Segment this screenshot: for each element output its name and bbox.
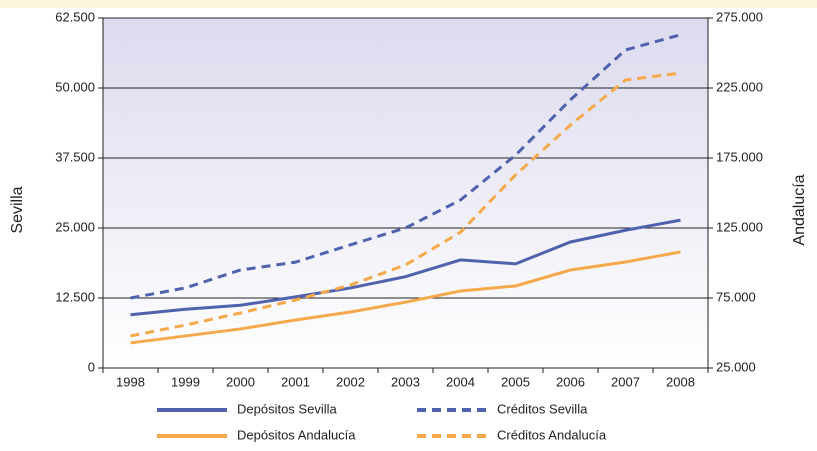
x-tick-label: 1998: [116, 374, 145, 389]
x-tick-label: 2005: [501, 374, 530, 389]
x-tick-label: 2003: [391, 374, 420, 389]
y2-tick-label: 75.000: [716, 289, 756, 304]
y2-tick-label: 125.000: [716, 219, 763, 234]
x-tick-label: 2004: [446, 374, 475, 389]
x-tick-label: 2007: [611, 374, 640, 389]
y-axis-label: Sevilla: [9, 186, 26, 233]
y-tick-label: 25.000: [55, 219, 95, 234]
series-line: [130, 218, 681, 317]
y-tick-label: 37.500: [55, 149, 95, 164]
top-band: [0, 0, 817, 8]
x-tick-label: 1999: [171, 374, 200, 389]
y-tick-label: 62.500: [55, 9, 95, 24]
y2-tick-label: 25.000: [716, 359, 756, 374]
y-tick-label: 12.500: [55, 289, 95, 304]
x-tick-label: 2002: [336, 374, 365, 389]
x-tick-label: 2006: [556, 374, 585, 389]
legend-label: Depósitos Andalucía: [237, 427, 356, 442]
y-tick-label: 50.000: [55, 79, 95, 94]
x-tick-label: 2008: [666, 374, 695, 389]
series-line: [130, 71, 681, 338]
x-tick-label: 2000: [226, 374, 255, 389]
y2-tick-label: 275.000: [716, 9, 763, 24]
legend-label: Depósitos Sevilla: [237, 401, 337, 416]
series-line: [130, 33, 681, 300]
legend-label: Créditos Andalucía: [497, 427, 607, 442]
y2-tick-label: 175.000: [716, 149, 763, 164]
series-line: [130, 250, 681, 345]
y-tick-label: 0: [88, 359, 95, 374]
legend-label: Créditos Sevilla: [497, 401, 588, 416]
x-tick-label: 2001: [281, 374, 310, 389]
y2-tick-label: 225.000: [716, 79, 763, 94]
y2-axis-label: Andalucía: [791, 174, 808, 245]
plot-area: [103, 18, 708, 368]
